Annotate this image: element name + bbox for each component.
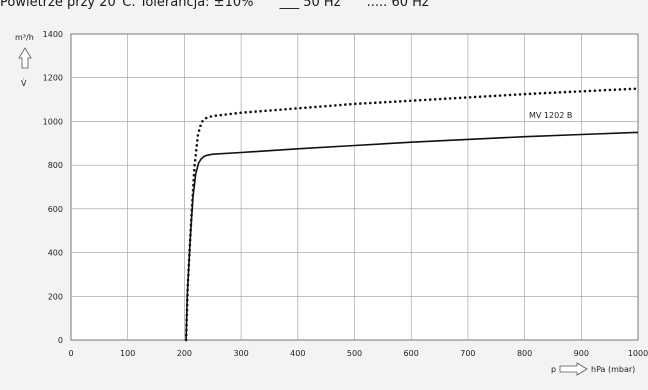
x-tick-label: 200 <box>177 349 192 358</box>
y-tick-label: 0 <box>58 336 63 345</box>
grid-lines <box>71 34 638 340</box>
x-axis-symbol: p <box>551 365 556 374</box>
y-tick-label: 600 <box>48 205 63 214</box>
caption-conditions: Powietrze przy 20°C. Tolerancja: ±10% <box>0 0 254 10</box>
x-axis-unit: hPa (mbar) <box>591 365 635 374</box>
y-axis-arrow-icon <box>18 47 32 69</box>
y-axis-unit: m³/h <box>15 33 34 42</box>
x-tick-label: 600 <box>404 349 419 358</box>
y-tick-label: 1200 <box>43 74 63 83</box>
x-tick-label: 500 <box>347 349 362 358</box>
model-annotation: MV 1202 B <box>529 111 572 120</box>
y-axis-symbol: V̇ <box>21 78 27 88</box>
x-tick-labels: 0 100 200 300 400 500 600 700 800 900 1000 <box>68 349 648 358</box>
x-tick-label: 100 <box>120 349 135 358</box>
series-lines <box>184 87 640 342</box>
y-tick-label: 800 <box>48 161 63 170</box>
x-tick-label: 300 <box>233 349 248 358</box>
x-tick-label: 0 <box>68 349 73 358</box>
y-tick-label: 200 <box>48 292 63 301</box>
y-tick-label: 1000 <box>43 117 63 126</box>
y-tick-label: 1400 <box>43 30 63 39</box>
y-tick-labels: 0 200 400 600 800 1000 1200 1400 <box>43 30 63 345</box>
x-tick-label: 900 <box>574 349 589 358</box>
y-tick-label: 400 <box>48 249 63 258</box>
x-tick-label: 800 <box>517 349 532 358</box>
chart-caption: Powietrze przy 20°C. Tolerancja: ±10% __… <box>0 0 451 10</box>
legend-60hz: ..... 60 Hz <box>366 0 429 10</box>
x-axis-arrow-icon <box>559 362 588 376</box>
x-tick-label: 700 <box>460 349 475 358</box>
x-tick-label: 400 <box>290 349 305 358</box>
legend-50hz: ___ 50 Hz <box>279 0 341 10</box>
x-tick-label: 1000 <box>628 349 648 358</box>
